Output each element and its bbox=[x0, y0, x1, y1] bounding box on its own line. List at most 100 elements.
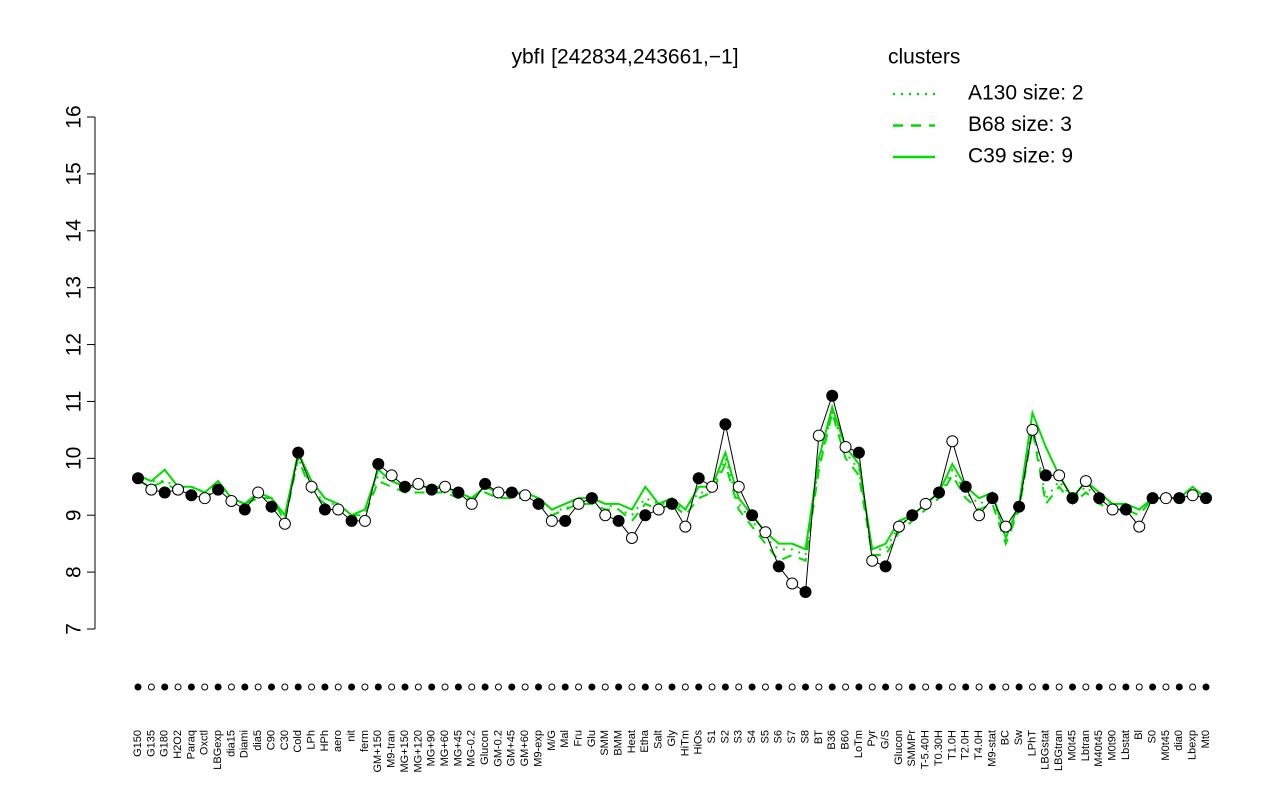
data-point bbox=[999, 520, 1012, 533]
sample-dot bbox=[361, 683, 369, 691]
data-point bbox=[679, 520, 692, 533]
x-tick-label: T0.30H bbox=[933, 730, 945, 766]
data-point bbox=[652, 503, 665, 516]
data-point bbox=[639, 509, 652, 522]
sample-dot bbox=[428, 683, 436, 691]
sample-dot bbox=[174, 683, 182, 691]
sample-dot bbox=[842, 683, 850, 691]
sample-dot bbox=[1055, 683, 1063, 691]
data-point bbox=[158, 486, 171, 499]
sample-dot bbox=[668, 683, 676, 691]
data-point bbox=[425, 483, 438, 496]
data-point bbox=[599, 509, 612, 522]
x-tick-label: aero bbox=[332, 730, 344, 752]
data-point bbox=[946, 435, 959, 448]
data-point bbox=[145, 483, 158, 496]
x-tick-label: M/G bbox=[546, 730, 558, 751]
sample-dot bbox=[1109, 683, 1117, 691]
x-tick-label: ferm bbox=[359, 730, 371, 752]
legend-label: C39 size: 9 bbox=[968, 145, 1073, 168]
x-tick-label: H2O2 bbox=[172, 730, 184, 759]
x-tick-label: G/S bbox=[880, 730, 892, 749]
data-point bbox=[892, 520, 905, 533]
sample-dot bbox=[1122, 683, 1130, 691]
x-tick-label: LBGexp bbox=[212, 730, 224, 770]
sample-dot bbox=[721, 683, 729, 691]
sample-dot bbox=[147, 683, 155, 691]
sample-dot bbox=[281, 683, 289, 691]
data-point bbox=[172, 483, 185, 496]
x-tick-label: Lbstat bbox=[1120, 730, 1132, 760]
sample-dot bbox=[521, 683, 529, 691]
sample-dot bbox=[655, 683, 663, 691]
legend-label: B68 size: 3 bbox=[968, 113, 1072, 136]
x-tick-label: LoTm bbox=[853, 730, 865, 758]
x-tick-label: Glu bbox=[586, 730, 598, 747]
data-point bbox=[1200, 492, 1212, 505]
data-point bbox=[252, 486, 265, 499]
x-tick-label: MG+90 bbox=[426, 730, 438, 766]
x-tick-label: Mt0 bbox=[1200, 730, 1212, 748]
sample-dot bbox=[1135, 683, 1143, 691]
x-tick-label: G135 bbox=[145, 730, 157, 757]
x-tick-label: SMM bbox=[599, 730, 611, 756]
data-point bbox=[479, 477, 492, 490]
sample-dot bbox=[988, 683, 996, 691]
data-point bbox=[866, 554, 879, 567]
sample-dot bbox=[161, 683, 169, 691]
data-point bbox=[212, 483, 225, 496]
sample-dot bbox=[1149, 683, 1157, 691]
sample-dot bbox=[1082, 683, 1090, 691]
data-point bbox=[612, 514, 625, 527]
data-point bbox=[625, 531, 638, 544]
sample-dot bbox=[908, 683, 916, 691]
sample-dot bbox=[788, 683, 796, 691]
cluster-line bbox=[137, 408, 1207, 563]
data-point bbox=[585, 492, 598, 505]
cluster-line bbox=[137, 409, 1207, 557]
sample-dot bbox=[935, 683, 943, 691]
sample-dot bbox=[441, 683, 449, 691]
sample-dot bbox=[895, 683, 903, 691]
data-point bbox=[986, 492, 999, 505]
x-tick-label: S5 bbox=[759, 730, 771, 743]
sample-dot bbox=[708, 683, 716, 691]
data-point bbox=[545, 514, 558, 527]
x-tick-label: T-5.40H bbox=[920, 730, 932, 769]
x-tick-label: Gly bbox=[666, 730, 678, 747]
data-point bbox=[532, 497, 545, 510]
sample-dot bbox=[1015, 683, 1023, 691]
sample-dot bbox=[214, 683, 222, 691]
sample-dot bbox=[1202, 683, 1210, 691]
x-tick-label: M0t90 bbox=[1106, 730, 1118, 761]
data-point bbox=[812, 429, 825, 442]
sample-dot bbox=[508, 683, 516, 691]
data-point bbox=[1186, 489, 1199, 502]
sample-dot bbox=[494, 683, 502, 691]
sample-dot bbox=[561, 683, 569, 691]
sample-dot bbox=[1189, 683, 1197, 691]
sample-dot bbox=[294, 683, 302, 691]
x-tick-label: dia5 bbox=[252, 730, 264, 751]
sample-dot bbox=[868, 683, 876, 691]
sample-dot bbox=[948, 683, 956, 691]
x-tick-label: S7 bbox=[786, 730, 798, 743]
sample-dot bbox=[681, 683, 689, 691]
data-point bbox=[786, 577, 799, 590]
data-point bbox=[719, 418, 732, 431]
sample-dot bbox=[975, 683, 983, 691]
x-tick-label: M9-tran bbox=[386, 730, 398, 768]
x-tick-label: S6 bbox=[773, 730, 785, 743]
sample-dot bbox=[1069, 683, 1076, 691]
data-point bbox=[332, 503, 345, 516]
x-tick-label: T4.0H bbox=[973, 730, 985, 760]
sample-dot bbox=[922, 683, 930, 691]
sample-dot bbox=[641, 683, 649, 691]
x-tick-label: Oxctl bbox=[199, 730, 211, 755]
data-point bbox=[465, 497, 478, 510]
data-point bbox=[1133, 520, 1146, 533]
data-point bbox=[505, 486, 518, 499]
chart-title: ybfI [242834,243661,−1] bbox=[511, 46, 738, 69]
x-tick-label: C90 bbox=[265, 730, 277, 750]
